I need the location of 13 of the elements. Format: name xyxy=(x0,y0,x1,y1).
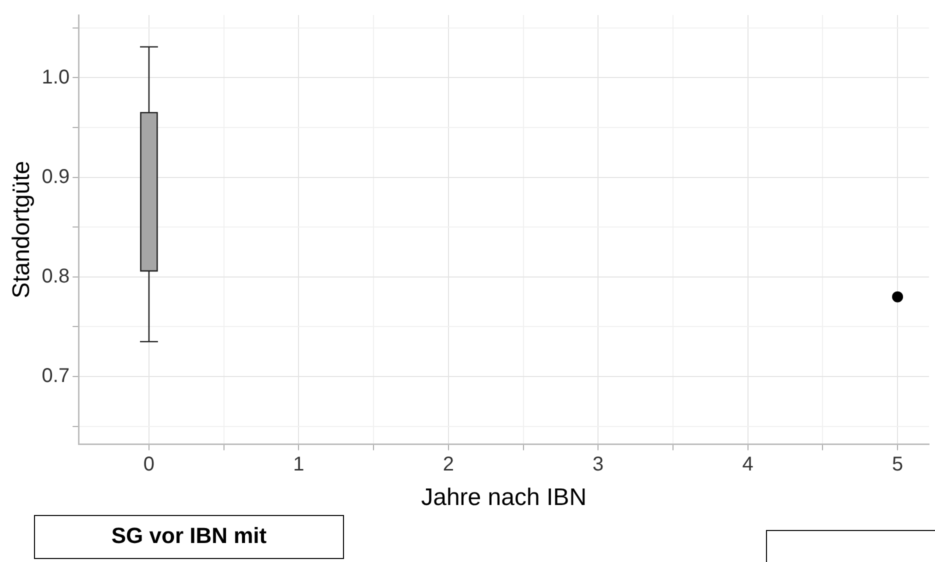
text: SG vor IBN mit xyxy=(34,515,344,559)
x-tick-label: 0 xyxy=(143,454,155,476)
x-tick-label: 5 xyxy=(892,454,904,476)
x-axis-title: Jahre nach IBN xyxy=(421,484,587,512)
x-tick-label: 3 xyxy=(592,454,604,476)
x-tick-label: 2 xyxy=(442,454,454,476)
y-axis-title: Standortgüte xyxy=(8,160,36,298)
x-tick-label: 1 xyxy=(293,454,304,476)
y-tick-label: 0.7 xyxy=(42,365,70,387)
x-tick-label: 4 xyxy=(742,454,754,476)
y-tick-label: 0.9 xyxy=(42,166,70,188)
y-tick-label: 0.8 xyxy=(42,265,70,288)
y-tick-label: 1.0 xyxy=(42,66,70,88)
